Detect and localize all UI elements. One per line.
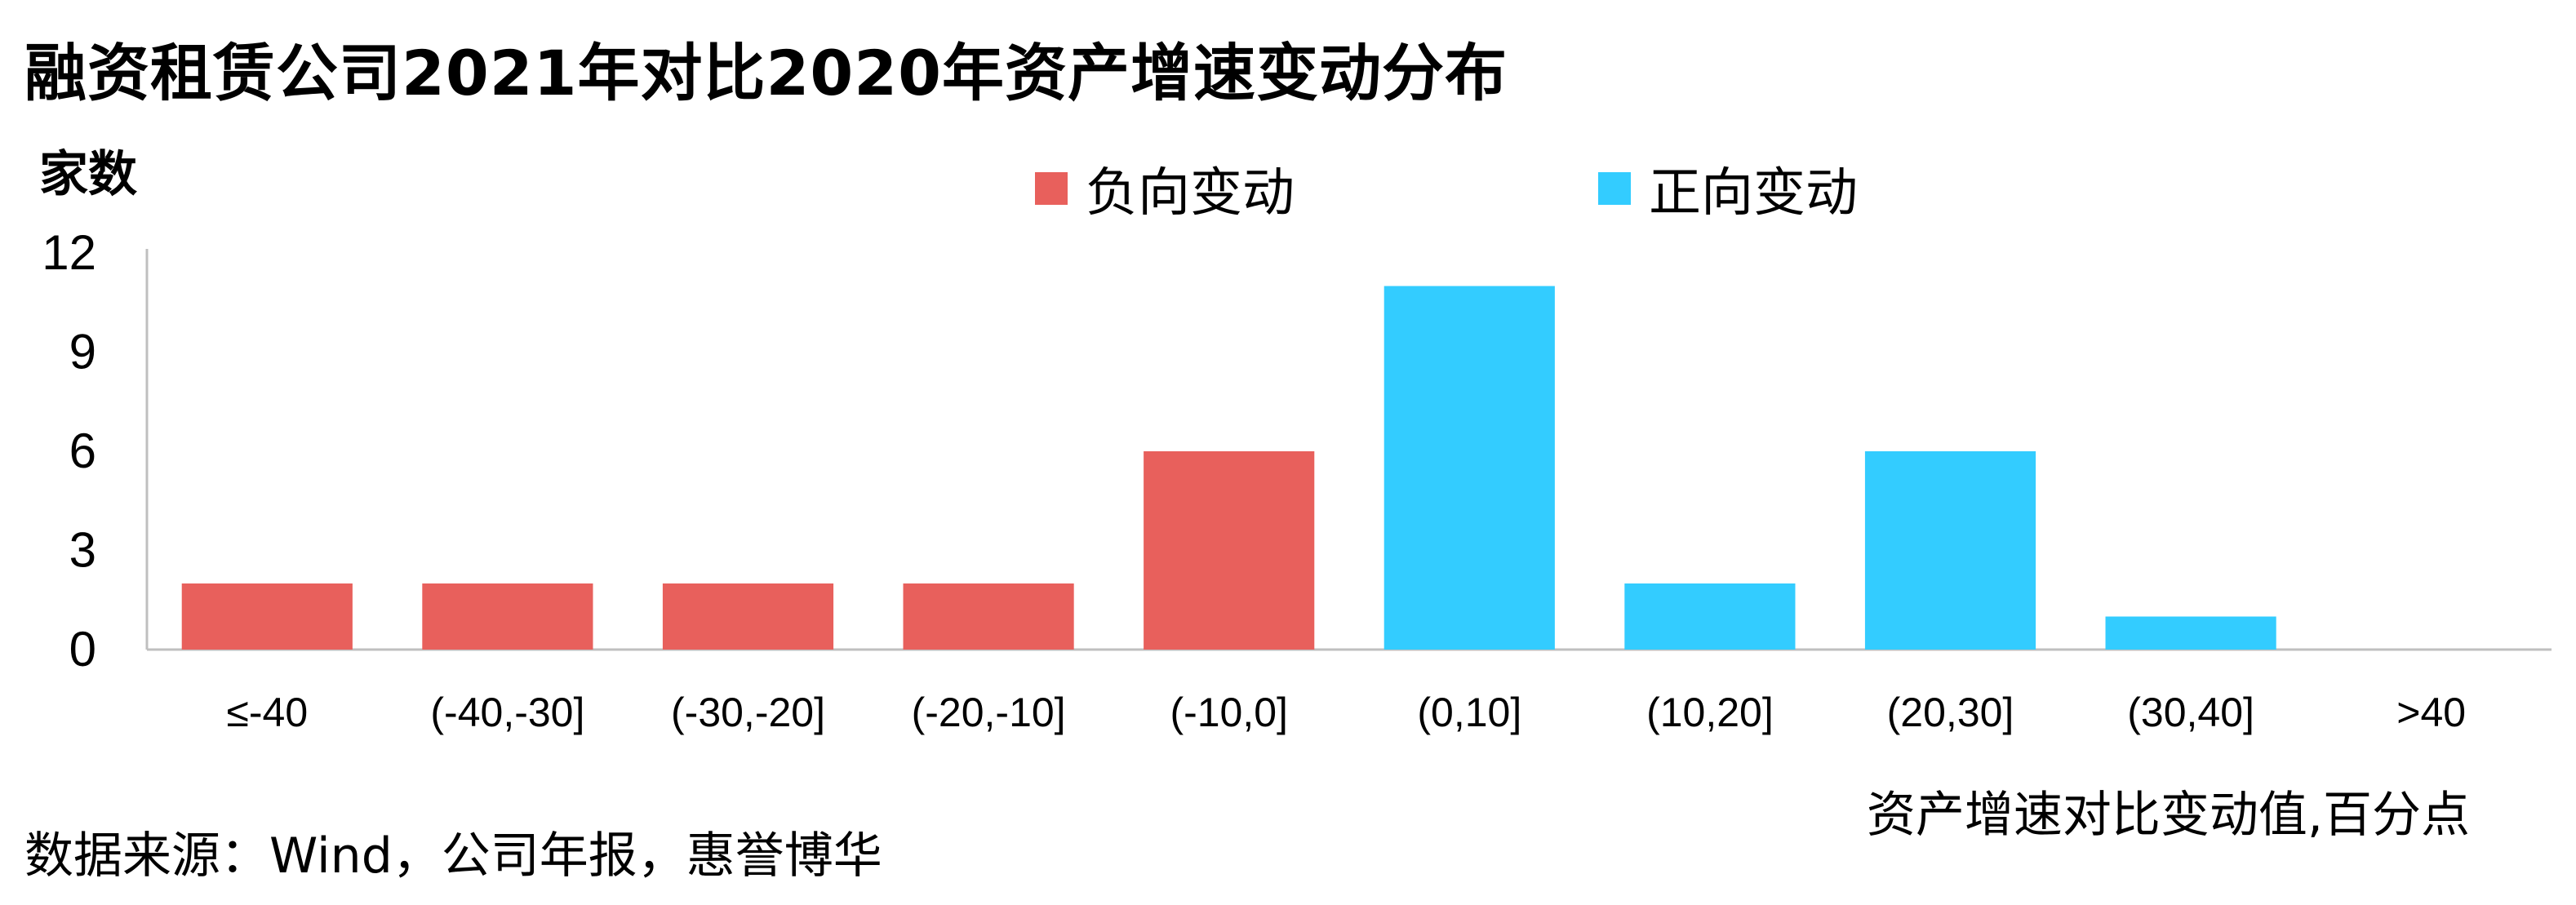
x-tick-label: (-40,-30]: [430, 690, 584, 735]
legend-swatch-positive: [1598, 172, 1631, 205]
bar-negative: [422, 583, 593, 650]
chart-title: 融资租赁公司2021年对比2020年资产增速变动分布: [24, 37, 1508, 109]
legend-item-positive: 正向变动: [1598, 151, 1858, 226]
legend-label-negative: 负向变动: [1086, 163, 1295, 224]
source-note: 数据来源：Wind，公司年报，惠誉博华: [24, 827, 882, 885]
legend-label-positive: 正向变动: [1649, 163, 1858, 224]
x-tick-label: (30,40]: [2127, 690, 2254, 735]
y-tick-label: 12: [42, 225, 96, 280]
x-tick-label: (10,20]: [1646, 690, 1774, 735]
x-tick-label: (-30,-20]: [671, 690, 825, 735]
x-tick-label: ≤-40: [226, 690, 308, 735]
y-axis-label: 家数: [39, 146, 137, 203]
y-tick-label: 6: [69, 424, 96, 478]
x-tick-label: >40: [2396, 690, 2466, 735]
x-tick-label: (-10,0]: [1170, 690, 1288, 735]
y-tick-label: 0: [69, 622, 96, 677]
x-tick-label: (0,10]: [1417, 690, 1521, 735]
bar-positive: [1864, 451, 2036, 650]
y-tick-label: 9: [69, 325, 96, 379]
bar-negative: [181, 583, 353, 650]
x-tick-label: (-20,-10]: [912, 690, 1066, 735]
legend-swatch-negative: [1035, 172, 1068, 205]
bar-negative: [1144, 451, 1315, 650]
bar-positive: [1383, 286, 1555, 650]
x-tick-label: (20,30]: [1887, 690, 2014, 735]
y-tick-label: 3: [69, 523, 96, 578]
bar-positive: [1624, 583, 1796, 650]
bar-negative: [662, 583, 834, 650]
bar-negative: [903, 583, 1074, 650]
x-axis-label: 资产增速对比变动值,百分点: [1866, 787, 2470, 844]
bar-positive: [2105, 616, 2276, 650]
legend-item-negative: 负向变动: [1035, 151, 1295, 226]
